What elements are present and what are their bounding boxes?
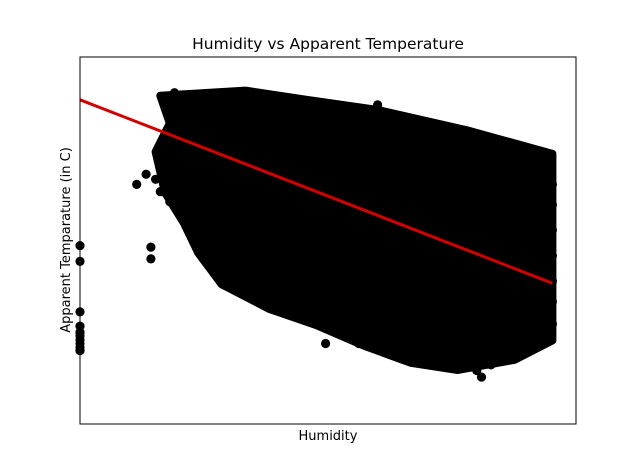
data-point xyxy=(179,93,189,103)
plot-area xyxy=(75,86,558,382)
data-point xyxy=(547,297,558,307)
data-point xyxy=(476,372,487,382)
data-point xyxy=(174,198,184,208)
regression-line xyxy=(79,98,553,285)
data-point xyxy=(344,326,354,336)
data-point xyxy=(141,169,151,179)
data-point xyxy=(245,94,255,104)
data-point xyxy=(538,327,548,337)
data-point xyxy=(198,90,208,100)
data-point xyxy=(491,159,501,169)
data-point xyxy=(448,356,458,366)
data-point xyxy=(533,174,543,184)
data-point xyxy=(486,360,496,370)
data-point xyxy=(306,285,317,296)
data-point xyxy=(415,117,425,127)
data-point xyxy=(288,274,298,284)
data-point xyxy=(363,322,373,332)
data-point xyxy=(278,266,288,276)
data-point xyxy=(547,200,558,210)
data-point xyxy=(429,339,439,349)
data-point xyxy=(462,149,472,159)
data-point xyxy=(514,347,524,357)
data-point xyxy=(151,174,161,184)
data-point xyxy=(146,254,156,264)
data-point xyxy=(254,254,265,264)
data-point xyxy=(410,335,420,345)
data-point xyxy=(439,121,449,131)
data-point xyxy=(406,123,416,133)
data-point xyxy=(321,338,331,349)
axes-frame xyxy=(79,56,577,425)
data-point xyxy=(198,203,208,213)
data-point xyxy=(462,354,472,364)
data-point xyxy=(146,242,156,252)
data-point xyxy=(193,216,203,226)
data-point xyxy=(316,101,326,111)
data-point xyxy=(292,95,302,105)
y-axis-label: Apparent Temparature (in C) xyxy=(59,147,74,333)
data-point xyxy=(217,232,227,242)
data-point xyxy=(132,179,142,189)
data-point xyxy=(165,197,175,207)
data-point xyxy=(240,246,250,256)
data-point xyxy=(495,353,505,363)
data-point xyxy=(169,88,180,98)
data-point xyxy=(212,242,222,252)
data-point xyxy=(387,112,397,122)
data-point xyxy=(509,164,520,174)
data-point xyxy=(221,93,231,103)
data-point xyxy=(373,100,383,110)
data-point xyxy=(335,105,345,115)
data-point xyxy=(358,109,368,119)
data-point xyxy=(434,347,444,357)
data-point xyxy=(339,306,350,316)
data-point xyxy=(547,251,558,261)
data-point xyxy=(155,187,165,197)
data-point xyxy=(269,97,279,107)
chart-title: Humidity vs Apparent Temperature xyxy=(192,35,464,53)
data-point xyxy=(547,179,558,189)
data-point xyxy=(547,319,558,329)
x-axis-label: Humidity xyxy=(299,429,358,444)
data-point xyxy=(184,224,194,234)
data-point xyxy=(387,327,397,337)
data-point xyxy=(547,225,558,235)
data-point xyxy=(429,128,439,139)
data-point xyxy=(528,337,539,347)
data-point xyxy=(354,338,364,349)
data-point xyxy=(472,365,482,376)
data-point xyxy=(231,258,241,268)
